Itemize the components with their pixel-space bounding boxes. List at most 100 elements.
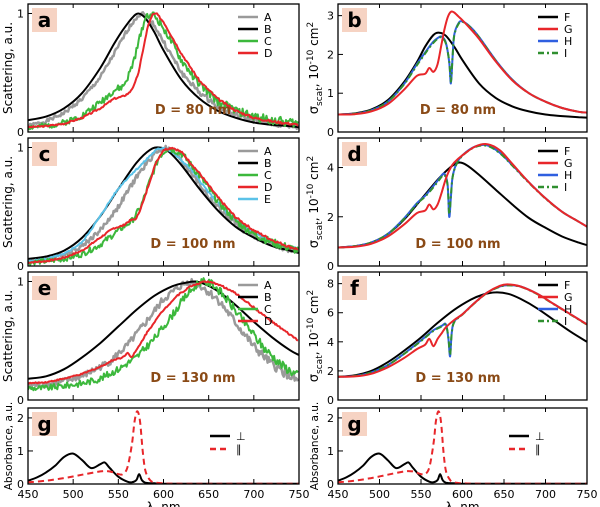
legend: ⊥∥ <box>509 430 545 456</box>
legend-label: H <box>564 303 572 316</box>
legend-label: D <box>264 181 272 194</box>
x-tick-label: 700 <box>243 488 264 501</box>
series-group <box>28 277 299 392</box>
series-line-B <box>28 12 299 129</box>
series-line-∥ <box>28 410 299 484</box>
legend-label: I <box>564 47 567 60</box>
y-axis-label-part: cm <box>307 296 321 318</box>
y-tick-label: 0 <box>327 260 334 273</box>
x-tick-label: 450 <box>328 488 349 501</box>
panel-label-box <box>342 142 367 166</box>
series-group <box>28 144 299 266</box>
legend-label: ⊥ <box>535 430 545 443</box>
legend-label: H <box>564 169 572 182</box>
y-tick-label: 0 <box>327 126 334 139</box>
series-line-∥ <box>338 410 587 484</box>
y-tick-label: 0 <box>17 260 24 273</box>
x-axis-label: λ, nm <box>445 500 479 507</box>
plot-frame <box>27 407 300 485</box>
size-annotation: D = 100 nm <box>415 237 500 252</box>
legend-label: F <box>564 279 570 292</box>
legend: ⊥∥ <box>210 430 246 456</box>
series-line-A <box>28 277 299 389</box>
x-axis-label: λ, nm <box>146 500 180 507</box>
y-axis-label-part: 2 <box>306 22 316 28</box>
series-line-F <box>338 291 587 378</box>
legend-label: G <box>564 157 573 170</box>
y-tick-label: 2 <box>327 365 334 378</box>
series-line-D <box>28 146 299 264</box>
y-axis-label-part: , 10 <box>307 64 321 87</box>
panel-label: g <box>37 412 51 436</box>
legend-label: B <box>264 23 272 36</box>
series-line-H <box>338 20 587 116</box>
panel-label: c <box>39 142 51 166</box>
y-axis-label-part: , 10 <box>307 332 321 355</box>
legend-label: G <box>564 291 573 304</box>
legend-label: I <box>564 315 567 328</box>
size-annotation: D = 80 nm <box>420 103 496 118</box>
legend-label: F <box>564 145 570 158</box>
series-line-G <box>338 283 587 378</box>
y-tick-label: 0 <box>327 478 334 491</box>
y-axis-label-part: -10 <box>306 317 316 332</box>
panel-label-box <box>32 412 57 436</box>
x-tick-label: 750 <box>289 488 310 501</box>
series-group <box>338 283 587 378</box>
x-tick-label: 750 <box>577 488 598 501</box>
y-tick-label: 4 <box>327 162 334 175</box>
x-tick-label: 700 <box>535 488 556 501</box>
y-tick-label: 2 <box>327 48 334 61</box>
panel-label-box <box>32 8 57 32</box>
legend-label: C <box>264 303 272 316</box>
y-tick-label: 1 <box>327 87 334 100</box>
x-tick-label: 550 <box>411 488 432 501</box>
x-tick-label: 600 <box>452 488 473 501</box>
y-axis-label: Absorbance, a.u. <box>309 402 321 491</box>
panel-g_right: 0 1 2 450 500 550 600 650 700 750 λ, nm Absorbance,… <box>309 402 598 507</box>
y-tick-label: 1 <box>17 445 24 458</box>
y-axis-label-part: σ <box>307 240 322 248</box>
y-tick-label: 0 <box>327 394 334 407</box>
series-group <box>338 410 587 484</box>
legend-label: B <box>264 291 272 304</box>
y-axis-label-part: -10 <box>306 183 316 198</box>
size-annotation: D = 130 nm <box>150 371 235 386</box>
y-axis-label: σscat, 10-10 cm2 <box>306 156 325 248</box>
y-axis-label-part: scat <box>315 87 325 106</box>
x-tick-label: 450 <box>18 488 39 501</box>
y-axis-label-part: , 10 <box>307 198 321 221</box>
x-tick-label: 550 <box>108 488 129 501</box>
legend-label: D <box>264 315 272 328</box>
series-line-D <box>28 280 299 385</box>
y-tick-label: 2 <box>327 412 334 425</box>
y-axis-label-part: scat <box>315 221 325 240</box>
series-group <box>338 10 587 119</box>
panel-label: b <box>347 8 361 32</box>
legend-label: G <box>564 23 573 36</box>
y-axis-label: σscat, 10-10 cm2 <box>306 22 325 114</box>
y-tick-label: 0 <box>17 394 24 407</box>
panel-label: f <box>350 276 359 300</box>
y-axis-label-part: 2 <box>306 290 316 296</box>
y-axis-label: σscat, 10-10 cm2 <box>306 290 325 382</box>
legend-label: F <box>564 11 570 24</box>
y-tick-label: 1 <box>17 7 24 20</box>
series-line-C <box>28 147 299 266</box>
y-tick-label: 0 <box>17 478 24 491</box>
legend-label: A <box>264 11 272 24</box>
series-group <box>28 410 299 484</box>
x-tick-label: 650 <box>494 488 515 501</box>
panel-label-box <box>32 276 57 300</box>
panel-label: e <box>38 276 52 300</box>
legend-label: E <box>264 193 271 206</box>
series-line-I <box>338 20 587 116</box>
legend-label: A <box>264 279 272 292</box>
legend-label: ⊥ <box>236 430 246 443</box>
